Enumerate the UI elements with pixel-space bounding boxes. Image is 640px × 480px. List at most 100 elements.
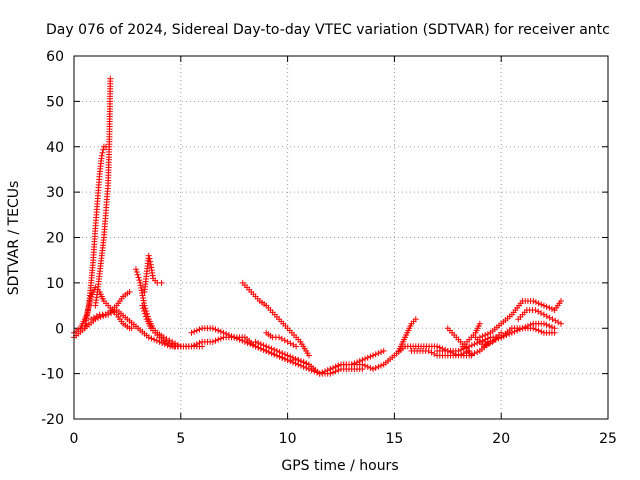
data-point — [300, 359, 307, 366]
data-point — [148, 335, 155, 342]
data-point — [474, 339, 481, 346]
x-tick-label: 0 — [70, 431, 79, 447]
data-point — [257, 341, 264, 348]
y-tick-label: 10 — [46, 276, 64, 292]
data-point — [332, 363, 339, 370]
data-point — [543, 313, 550, 320]
y-tick-label: 0 — [55, 321, 64, 337]
data-point — [378, 349, 385, 356]
x-axis-label: GPS time / hours — [281, 458, 398, 474]
data-point — [255, 339, 262, 346]
data-point — [133, 268, 140, 275]
data-point — [482, 332, 489, 339]
data-point — [447, 349, 454, 356]
data-point — [540, 302, 547, 309]
y-axis-ticks: -20 -10 0 10 20 30 40 50 60 — [41, 49, 608, 428]
data-point — [490, 337, 497, 344]
x-tick-label: 20 — [492, 431, 510, 447]
data-point — [281, 351, 288, 358]
data-point — [260, 342, 267, 349]
data-point — [90, 314, 97, 321]
data-point — [367, 364, 374, 371]
data-points — [71, 75, 565, 377]
data-point — [135, 274, 142, 281]
data-point — [215, 327, 222, 334]
data-point — [100, 146, 107, 153]
data-point — [132, 266, 139, 273]
plot-frame — [73, 55, 609, 420]
data-point — [558, 320, 565, 327]
data-point — [303, 360, 310, 367]
data-point — [319, 369, 326, 376]
data-point — [551, 329, 558, 336]
data-point — [292, 355, 299, 362]
data-point — [295, 357, 302, 364]
data-point — [548, 305, 555, 312]
data-point — [287, 353, 294, 360]
data-point — [444, 347, 451, 354]
data-point — [546, 314, 553, 321]
data-point — [530, 325, 537, 332]
data-point — [476, 320, 483, 327]
data-point — [364, 363, 371, 370]
data-point — [378, 362, 385, 369]
data-point — [188, 329, 195, 336]
data-point — [147, 258, 154, 265]
x-tick-label: 15 — [385, 431, 403, 447]
data-point — [146, 255, 153, 262]
data-point — [543, 321, 550, 328]
data-point — [212, 326, 219, 333]
data-point — [484, 330, 491, 337]
y-tick-label: 30 — [46, 185, 64, 201]
data-point — [364, 354, 371, 361]
data-point — [549, 316, 556, 323]
data-point — [538, 301, 545, 308]
data-point — [87, 296, 94, 303]
data-point — [196, 326, 203, 333]
data-point — [220, 329, 227, 336]
data-point — [126, 288, 133, 295]
data-point — [532, 307, 539, 314]
data-point — [217, 335, 224, 342]
data-point — [276, 334, 283, 341]
data-point — [546, 304, 553, 311]
data-point — [474, 349, 481, 356]
data-point — [367, 353, 374, 360]
data-point — [468, 352, 475, 359]
data-point — [324, 367, 331, 374]
data-point — [263, 343, 270, 350]
data-point — [538, 328, 545, 335]
data-point — [139, 302, 146, 309]
data-point — [548, 324, 555, 331]
y-tick-label: 50 — [46, 94, 64, 110]
data-point — [142, 313, 149, 320]
data-point — [268, 345, 275, 352]
data-point — [552, 317, 559, 324]
y-axis-label: SDTVAR / TECUs — [6, 181, 22, 296]
data-point — [479, 333, 486, 340]
data-point — [215, 336, 222, 343]
data-point — [530, 298, 537, 305]
data-point — [362, 362, 369, 369]
data-point — [228, 333, 235, 340]
data-point — [305, 352, 312, 359]
data-point — [281, 337, 288, 344]
data-point — [265, 344, 272, 351]
data-point — [217, 328, 224, 335]
data-point — [293, 343, 300, 350]
data-point — [492, 336, 499, 343]
data-point — [223, 330, 230, 337]
data-point — [372, 351, 379, 358]
data-point — [199, 343, 206, 350]
data-point — [141, 308, 148, 315]
data-point — [487, 338, 494, 345]
y-tick-label: 60 — [46, 49, 64, 65]
data-point — [136, 277, 143, 284]
data-point — [370, 352, 377, 359]
data-point — [362, 355, 369, 362]
data-point — [145, 252, 152, 259]
data-point — [540, 320, 547, 327]
data-point — [107, 75, 114, 82]
data-point — [471, 341, 478, 348]
